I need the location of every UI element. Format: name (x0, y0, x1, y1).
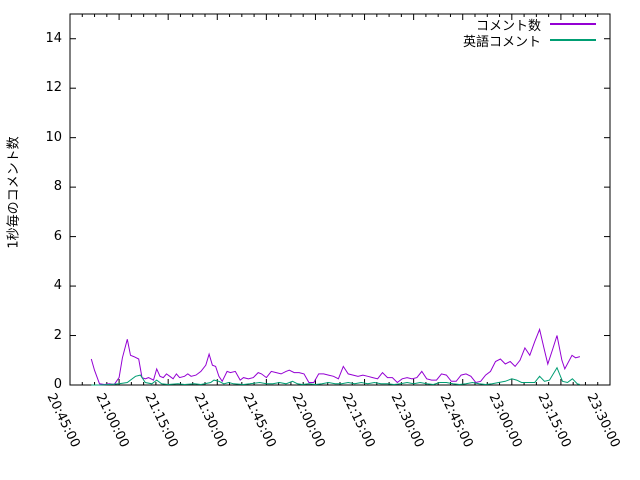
y-tick-label: 8 (53, 179, 62, 195)
legend-label-english-comments: 英語コメント (462, 34, 541, 50)
legend-row-english-comments: 英語コメント (400, 32, 596, 50)
y-tick-label: 6 (53, 228, 62, 244)
y-tick-label: 10 (45, 129, 62, 145)
y-tick-label: 0 (53, 377, 62, 392)
y-tick-label: 2 (53, 327, 62, 343)
series-line-english-comments (91, 366, 581, 386)
legend: コメント数 英語コメント (400, 16, 596, 50)
legend-line-sample-english-comments (550, 39, 596, 41)
legend-row-comments: コメント数 (400, 16, 596, 34)
y-tick-label: 12 (45, 80, 62, 96)
legend-line-sample-comments (550, 23, 596, 25)
y-tick-label: 14 (45, 30, 62, 46)
legend-label-comments: コメント数 (475, 18, 541, 34)
plot-border (69, 13, 611, 386)
series-line-comments (90, 327, 581, 386)
y-tick-label: 4 (53, 278, 62, 294)
